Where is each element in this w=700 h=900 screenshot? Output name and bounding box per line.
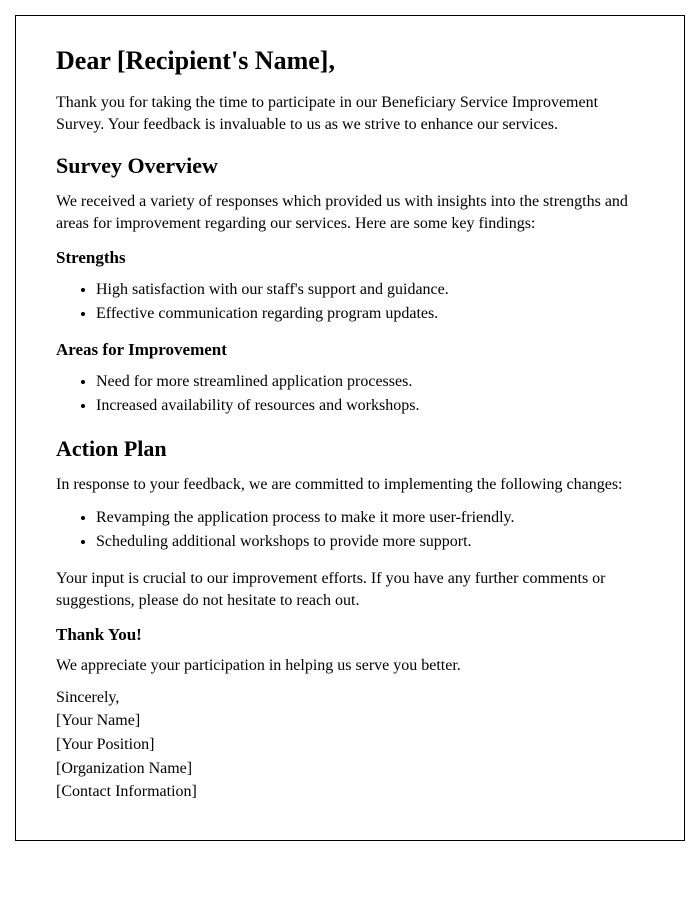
improvements-heading: Areas for Improvement [56,340,644,360]
list-item: Increased availability of resources and … [96,394,644,418]
strengths-heading: Strengths [56,248,644,268]
list-item: Effective communication regarding progra… [96,302,644,326]
closing-text: We appreciate your participation in help… [56,655,644,677]
sender-name: [Your Name] [56,710,644,732]
greeting-heading: Dear [Recipient's Name], [56,46,644,76]
letter-document: Dear [Recipient's Name], Thank you for t… [15,15,685,841]
sender-position: [Your Position] [56,734,644,756]
action-plan-list: Revamping the application process to mak… [56,506,644,554]
signature-block: Sincerely, [Your Name] [Your Position] [… [56,687,644,803]
closing-heading: Thank You! [56,625,644,645]
action-plan-intro: In response to your feedback, we are com… [56,474,644,496]
organization-name: [Organization Name] [56,758,644,780]
list-item: Need for more streamlined application pr… [96,370,644,394]
overview-text: We received a variety of responses which… [56,191,644,234]
contact-information: [Contact Information] [56,781,644,803]
action-plan-heading: Action Plan [56,436,644,462]
list-item: Revamping the application process to mak… [96,506,644,530]
strengths-list: High satisfaction with our staff's suppo… [56,278,644,326]
intro-paragraph: Thank you for taking the time to partici… [56,92,644,135]
action-plan-followup: Your input is crucial to our improvement… [56,568,644,611]
improvements-list: Need for more streamlined application pr… [56,370,644,418]
list-item: High satisfaction with our staff's suppo… [96,278,644,302]
signoff: Sincerely, [56,687,644,709]
overview-heading: Survey Overview [56,153,644,179]
list-item: Scheduling additional workshops to provi… [96,530,644,554]
